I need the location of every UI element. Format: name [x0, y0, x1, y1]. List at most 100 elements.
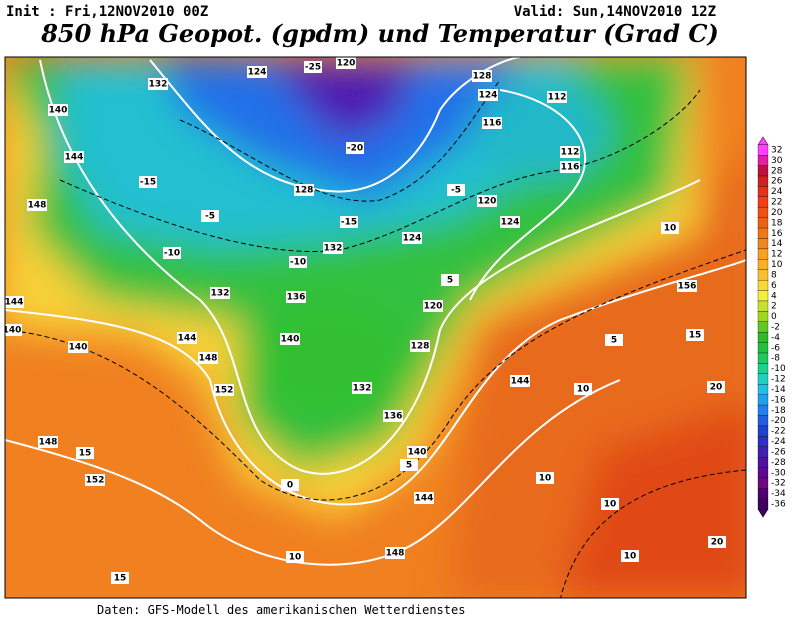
geopotential-label: 112: [561, 148, 580, 158]
map-title: 850 hPa Geopot. (gpdm) und Temperatur (G…: [40, 19, 719, 48]
colorbar-band: [757, 425, 769, 437]
label-box: [281, 479, 299, 491]
colorbar-band: [757, 321, 769, 333]
label-box: [441, 274, 459, 286]
label-box: [383, 410, 403, 422]
colorbar-band: [757, 446, 769, 458]
colorbar-tick-label: 12: [771, 250, 782, 260]
geopotential-label: 116: [483, 119, 502, 129]
label-box: [76, 447, 94, 459]
label-box: [402, 232, 422, 244]
label-box: [482, 117, 502, 129]
colorbar-tick-label: 0: [771, 312, 777, 322]
label-box: [289, 256, 307, 268]
colorbar-band: [757, 311, 769, 322]
colorbar-tick-label: -18: [771, 406, 786, 416]
geopotential-label: 120: [424, 302, 443, 312]
colorbar-band: [757, 227, 769, 239]
geopotential-label: 112: [548, 93, 567, 103]
temperature-label: -15: [341, 218, 357, 228]
label-box: [385, 547, 405, 559]
colorbar-band: [757, 196, 769, 208]
colorbar-band: [757, 394, 769, 406]
colorbar-band: [757, 467, 769, 479]
temperature-label: -10: [164, 249, 180, 259]
temperature-label: -25: [305, 63, 321, 73]
geopotential-label: 144: [65, 153, 84, 163]
colorbar-band: [757, 384, 769, 395]
geopotential-label: 144: [511, 377, 530, 387]
label-box: [477, 195, 497, 207]
colorbar-band: [757, 373, 769, 385]
label-box: [601, 498, 619, 510]
geopotential-label: 132: [324, 244, 343, 254]
colorbar-tick-label: -14: [771, 385, 786, 395]
label-box: [294, 184, 314, 196]
label-box: [478, 89, 498, 101]
label-box: [400, 459, 418, 471]
colorbar-top: [757, 136, 769, 146]
geopotential-label: 136: [384, 412, 403, 422]
colorbar-tick-label: -34: [771, 489, 786, 499]
colorbar-tick-label: 24: [771, 187, 783, 197]
geopotential-label: 128: [411, 342, 430, 352]
temperature-label: 15: [689, 331, 702, 341]
colorbar-band: [757, 332, 769, 343]
valid-time: Valid: Sun,14NOV2010 12Z: [514, 4, 716, 20]
label-box: [423, 300, 443, 312]
label-box: [5, 324, 22, 336]
temperature-label: -5: [451, 186, 461, 196]
label-box: [340, 216, 358, 228]
colorbar-tick-label: -4: [771, 333, 780, 343]
colorbar-band: [757, 488, 769, 499]
label-box: [560, 146, 580, 158]
label-box: [214, 384, 234, 396]
colorbar-tick-label: -8: [771, 354, 780, 364]
label-box: [410, 340, 430, 352]
colorbar-tick-label: -28: [771, 458, 786, 468]
colorbar-tick-label: 32: [771, 146, 782, 156]
label-box: [210, 287, 230, 299]
temperature-label: 20: [711, 538, 724, 548]
colorbar-tick-label: -24: [771, 437, 786, 447]
label-box: [547, 91, 567, 103]
label-box: [510, 375, 530, 387]
colorbar-tick-label: 28: [771, 166, 783, 176]
colorbar-tick-label: 10: [771, 260, 783, 270]
label-box: [574, 383, 592, 395]
temperature-label: 10: [539, 474, 552, 484]
geopotential-label: 140: [3, 326, 22, 336]
label-box: [661, 222, 679, 234]
map-frame: [4, 56, 747, 599]
colorbar-tick-label: -2: [771, 323, 780, 333]
colorbar-tick-label: -30: [771, 468, 786, 478]
geopotential-label: 144: [178, 334, 197, 344]
label-box: [198, 352, 218, 364]
colorbar-tick-label: 30: [771, 156, 783, 166]
label-box: [472, 70, 492, 82]
label-box: [201, 210, 219, 222]
label-box: [177, 332, 197, 344]
geopotential-label: 136: [287, 293, 306, 303]
label-box: [111, 572, 129, 584]
label-box: [346, 142, 364, 154]
colorbar-band: [757, 279, 769, 291]
label-box: [536, 472, 554, 484]
label-box: [27, 199, 47, 211]
geopotential-label: 132: [353, 384, 372, 394]
colorbar-band: [757, 477, 769, 489]
colorbar-band: [757, 207, 769, 218]
colorbar-tick-label: 22: [771, 198, 782, 208]
colorbar-band: [757, 436, 769, 447]
colorbar-tick-label: -32: [771, 479, 786, 489]
geopotential-label: 148: [386, 549, 405, 559]
colorbar-band: [757, 238, 769, 250]
label-box: [163, 247, 181, 259]
geopotential-label: 152: [86, 476, 105, 486]
geopotential-label: 156: [678, 282, 697, 292]
temperature-label: 5: [611, 336, 617, 346]
colorbar-tick-label: -26: [771, 447, 786, 457]
temperature-label: 15: [79, 449, 92, 459]
colorbar-tick-label: -22: [771, 427, 786, 437]
colorbar: 32302826242220181614121086420-2-4-6-8-10…: [757, 136, 786, 518]
